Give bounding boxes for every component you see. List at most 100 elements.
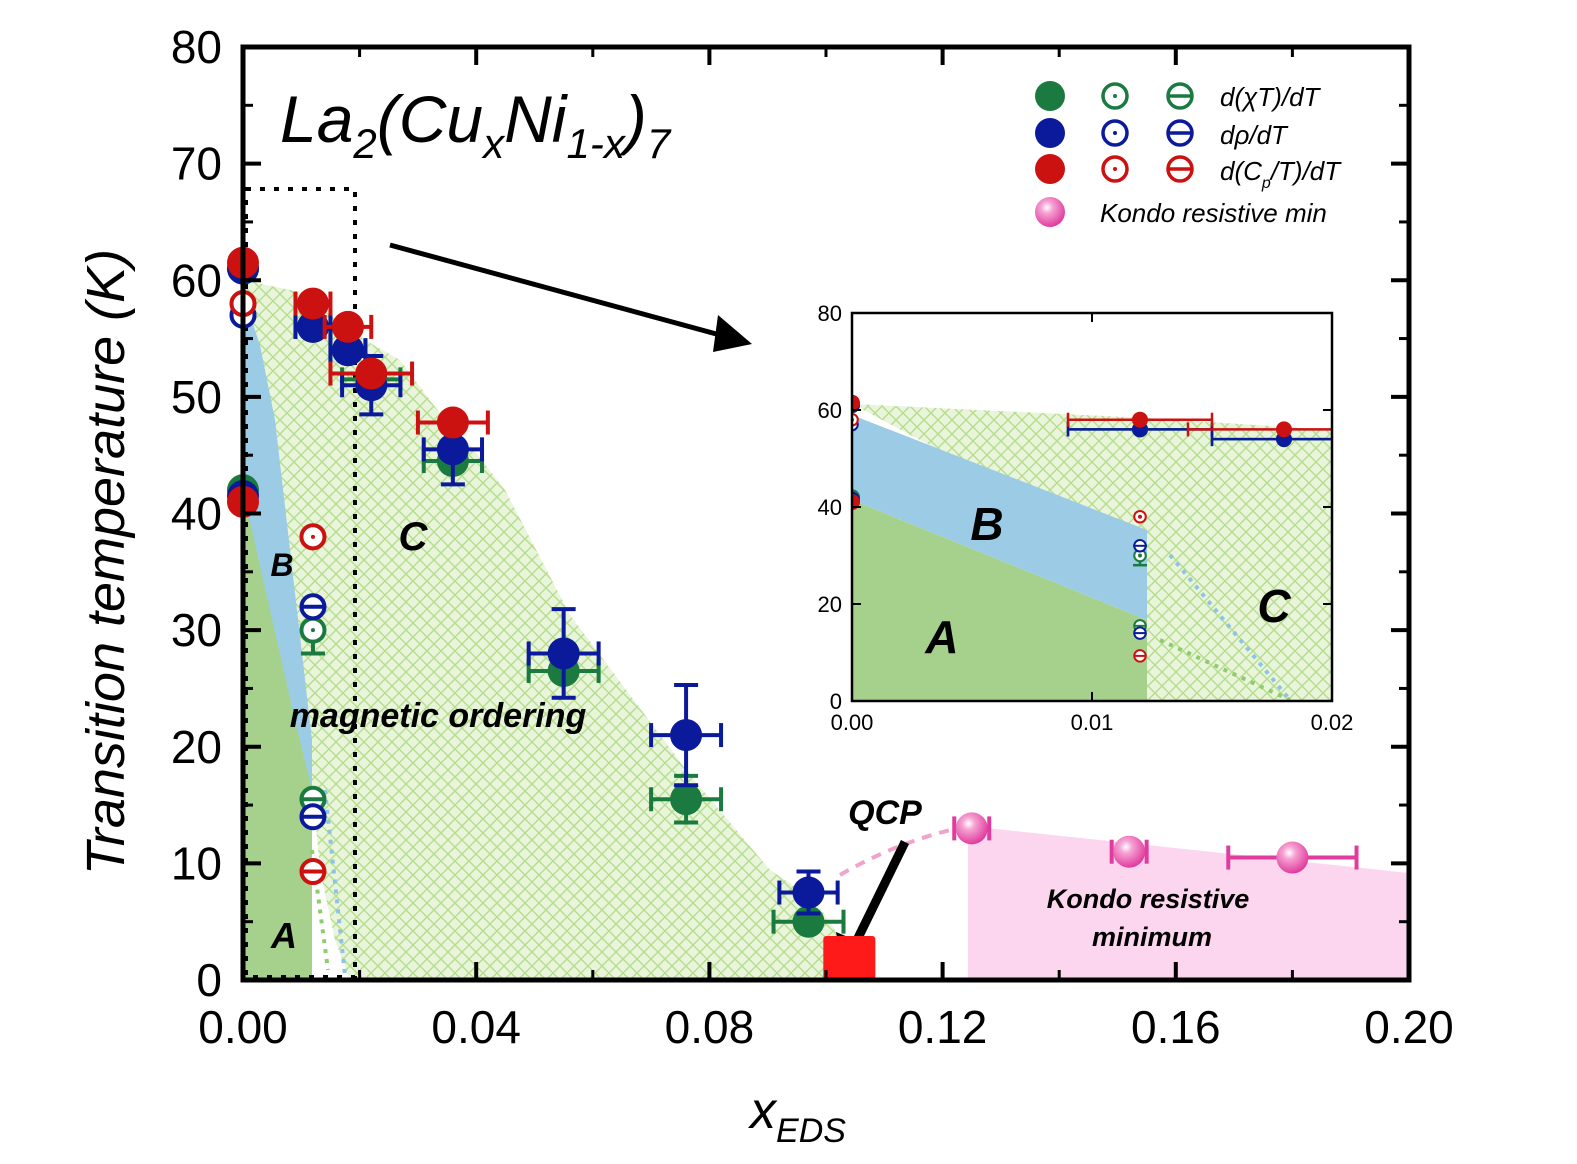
main-regions bbox=[243, 280, 1409, 980]
magnetic-ordering-label: magnetic ordering bbox=[290, 697, 587, 735]
y-tick-label-4: 40 bbox=[171, 488, 222, 540]
region-c-label: C bbox=[399, 515, 429, 559]
y-tick-label-8: 80 bbox=[171, 21, 222, 73]
legend-filled-marker-0 bbox=[1035, 81, 1065, 111]
qcp-label: QCP bbox=[848, 794, 922, 832]
region-a-label: A bbox=[270, 915, 297, 956]
kondo-label-line1: Kondo resistive bbox=[1047, 884, 1250, 914]
region-c-hatch bbox=[243, 280, 863, 980]
inset-point-red-0 bbox=[852, 394, 860, 411]
legend-label-cp-sub: p bbox=[1261, 175, 1271, 192]
inset-point-red-1 bbox=[852, 412, 859, 427]
x-tick-label-0: 0.00 bbox=[198, 1001, 288, 1053]
title-sub-3: 1-x bbox=[566, 120, 626, 167]
title-part-mid1: (Cu bbox=[377, 82, 483, 156]
title-sub-1: 2 bbox=[352, 120, 376, 167]
y-tick-label-6: 60 bbox=[171, 254, 222, 306]
title-part-mid2: Ni bbox=[504, 82, 569, 156]
legend: d(χT)/dT dρ/dT d(Cp/T)/dT Kondo resistiv… bbox=[1035, 81, 1342, 228]
legend-label-rho: dρ/dT bbox=[1220, 120, 1289, 150]
chart-title: La2(CuxNi1-x)7 bbox=[280, 82, 672, 167]
point-blue-11 bbox=[792, 876, 825, 909]
legend-filled-marker-2 bbox=[1035, 154, 1065, 184]
point-pink-0 bbox=[955, 812, 988, 845]
inset-regions bbox=[852, 394, 1332, 701]
y-tick-label-0: 0 bbox=[196, 954, 222, 1006]
y-tick-label-1: 10 bbox=[171, 837, 222, 889]
point-blue-9 bbox=[547, 637, 580, 670]
title-part-base: La bbox=[280, 82, 353, 156]
x-tick-label-2: 0.08 bbox=[665, 1001, 755, 1053]
region-a-fill bbox=[243, 490, 312, 980]
x-tick-label-1: 0.04 bbox=[431, 1001, 521, 1053]
inset-region-c-hatch bbox=[852, 404, 1332, 701]
inset-point-red-6 bbox=[1276, 421, 1292, 438]
inset-y-tick-label-3: 60 bbox=[818, 398, 842, 423]
legend-open-marker-dot-1 bbox=[1113, 131, 1117, 135]
inset-markers bbox=[852, 394, 1332, 663]
inset-green-dotted bbox=[1159, 638, 1291, 701]
point-blue-3 bbox=[296, 310, 329, 343]
region-b-dotted-boundary bbox=[323, 789, 347, 976]
x-tick-label-4: 0.16 bbox=[1131, 1001, 1221, 1053]
y-tick-label-3: 30 bbox=[171, 604, 222, 656]
y-tick-label-7: 70 bbox=[171, 138, 222, 190]
y-tick-label-2: 20 bbox=[171, 721, 222, 773]
inset-zoom-box bbox=[244, 187, 357, 979]
inset-point-red-4-center-dot bbox=[1138, 514, 1142, 519]
inset-region-a-fill bbox=[852, 500, 1147, 701]
inset-region-a-label: A bbox=[924, 611, 958, 663]
inset-region-b-label: B bbox=[970, 498, 1003, 550]
inset-plot: 0.00 0.01 0.02 0 20 40 60 80 B A C bbox=[818, 301, 1354, 735]
point-blue-8 bbox=[436, 433, 469, 466]
legend-label-kondo: Kondo resistive min bbox=[1100, 198, 1327, 228]
point-red-7 bbox=[355, 357, 388, 390]
inset-x-tick-label-1: 0.01 bbox=[1071, 710, 1114, 735]
inset-y-tick-label-4: 80 bbox=[818, 301, 842, 326]
x-axis-label-main: x bbox=[747, 1082, 778, 1140]
point-pink-1 bbox=[1113, 835, 1146, 868]
legend-label-cp-tail: /T)/dT bbox=[1269, 156, 1342, 186]
point-red-8 bbox=[436, 406, 469, 439]
zoom-arrow bbox=[389, 242, 752, 352]
inset-region-c-label: C bbox=[1257, 580, 1291, 632]
point-blue-6 bbox=[331, 334, 364, 367]
main-markers bbox=[227, 246, 1359, 938]
inset-point-green-3-center-dot bbox=[1138, 553, 1142, 558]
point-red-6 bbox=[331, 310, 364, 343]
point-green-3-center-dot bbox=[310, 628, 315, 633]
point-red-3 bbox=[296, 287, 329, 320]
inset-y-tick-label-2: 40 bbox=[818, 495, 842, 520]
legend-filled-marker-1 bbox=[1035, 118, 1065, 148]
inset-x-tick-label-2: 0.02 bbox=[1311, 710, 1354, 735]
point-pink-2 bbox=[1276, 841, 1309, 874]
x-tick-label-5: 0.20 bbox=[1364, 1001, 1454, 1053]
legend-open-marker-dot-0 bbox=[1113, 94, 1117, 98]
legend-label-chi: d(χT)/dT bbox=[1220, 82, 1322, 112]
inset-y-tick-label-0: 0 bbox=[830, 689, 842, 714]
y-axis-label: Transition temperature (K) bbox=[76, 249, 136, 875]
legend-markers bbox=[1035, 81, 1194, 227]
inset-region-b-fill bbox=[852, 415, 1147, 620]
title-sub-4: 7 bbox=[647, 120, 672, 167]
inset-y-tick-label-1: 20 bbox=[818, 592, 842, 617]
region-b-label: B bbox=[270, 547, 293, 583]
legend-kondo-marker bbox=[1035, 197, 1065, 227]
inset-x-tick-label-0: 0.00 bbox=[831, 710, 874, 735]
main-ticks: 0.00 0.04 0.08 0.12 0.16 0.200102030405060708… bbox=[171, 21, 1454, 1053]
inset-blue-dotted bbox=[1168, 553, 1292, 701]
point-blue-10 bbox=[670, 719, 703, 752]
legend-label-cp: d(Cp/T)/dT bbox=[1220, 156, 1342, 192]
x-axis-label: xEDS bbox=[747, 1082, 846, 1150]
point-green-9 bbox=[670, 783, 703, 816]
legend-label-cp-main: d(C bbox=[1220, 156, 1262, 186]
qcp-marker bbox=[823, 936, 876, 980]
inset-ticks: 0.00 0.01 0.02 0 20 40 60 80 bbox=[818, 301, 1354, 735]
x-axis-label-sub: EDS bbox=[776, 1112, 846, 1150]
x-tick-label-3: 0.12 bbox=[898, 1001, 988, 1053]
legend-open-marker-dot-2 bbox=[1113, 167, 1117, 171]
inset-point-red-3 bbox=[1132, 411, 1148, 428]
y-tick-label-5: 50 bbox=[171, 371, 222, 423]
point-red-4-center-dot bbox=[310, 534, 315, 539]
